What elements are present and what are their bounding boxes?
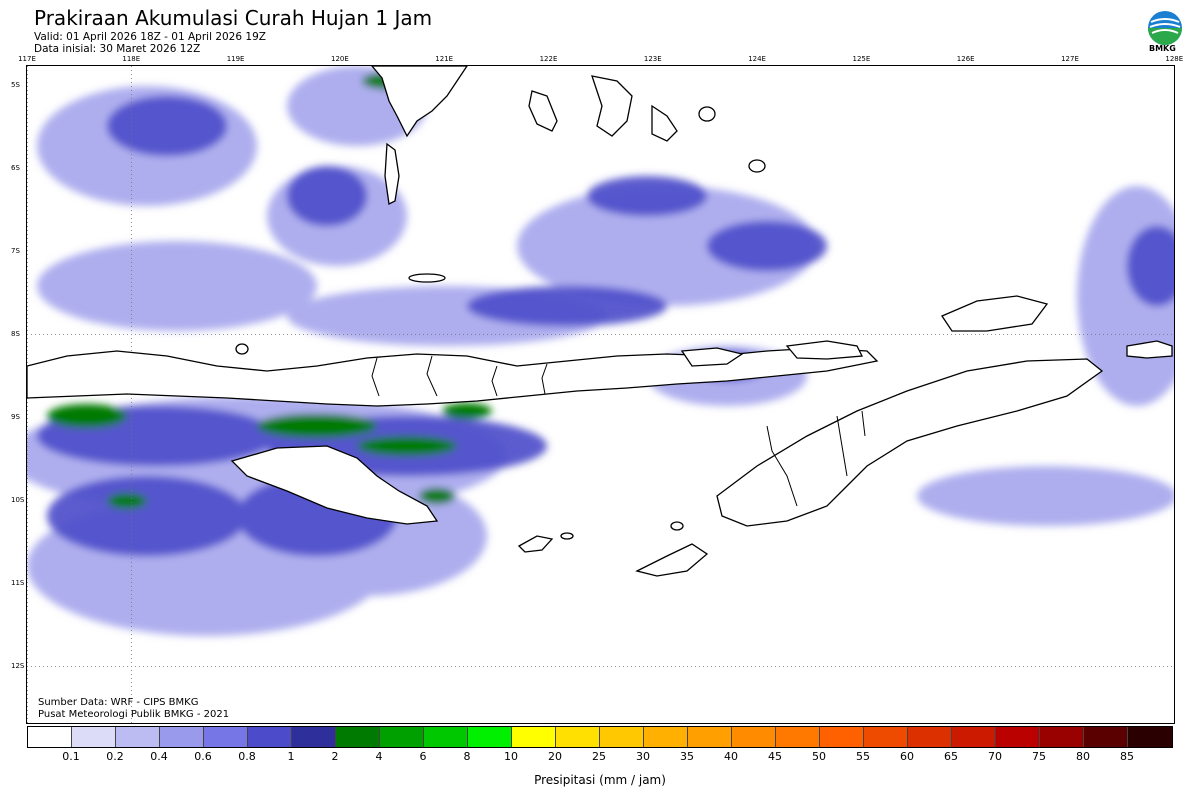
longitude-label: 120E bbox=[330, 55, 349, 63]
longitude-label: 127E bbox=[1061, 55, 1079, 63]
latitude-label: 12S bbox=[11, 662, 25, 670]
coastlines bbox=[27, 66, 1173, 577]
legend-color-cell bbox=[688, 727, 732, 747]
latitude-label: 8S bbox=[11, 330, 20, 338]
legend-color-cell bbox=[468, 727, 512, 747]
legend-color-cell bbox=[28, 727, 72, 747]
legend-color-cell bbox=[1040, 727, 1084, 747]
legend-tick-label: 1 bbox=[287, 750, 295, 763]
legend-tick-label: 20 bbox=[548, 750, 562, 763]
longitude-label: 117E bbox=[18, 55, 36, 63]
legend-color-cell bbox=[908, 727, 952, 747]
rainfall-map-canvas bbox=[27, 66, 1174, 723]
longitude-label: 119E bbox=[226, 55, 245, 63]
legend-color-cell bbox=[1084, 727, 1128, 747]
legend-color-cell bbox=[1128, 727, 1172, 747]
legend-color-cell bbox=[248, 727, 292, 747]
legend-tick-label: 0.8 bbox=[238, 750, 256, 763]
legend-color-cell bbox=[864, 727, 908, 747]
legend-color-cell bbox=[996, 727, 1040, 747]
legend-tick-label: 4 bbox=[375, 750, 383, 763]
legend-tick-label: 2 bbox=[331, 750, 339, 763]
valid-time: Valid: 01 April 2026 18Z - 01 April 2026… bbox=[34, 31, 266, 43]
legend-tick-label: 65 bbox=[944, 750, 958, 763]
latitude-label: 5S bbox=[11, 81, 20, 89]
legend-tick-label: 40 bbox=[724, 750, 738, 763]
boundaries bbox=[371, 355, 866, 507]
legend-tick-label: 55 bbox=[856, 750, 870, 763]
legend-color-cell bbox=[600, 727, 644, 747]
legend-color-cell bbox=[512, 727, 556, 747]
initial-data: Data inisial: 30 Maret 2026 12Z bbox=[34, 43, 201, 55]
legend-tick-label: 85 bbox=[1120, 750, 1134, 763]
latitude-label: 9S bbox=[11, 413, 20, 421]
legend-tick-label: 0.2 bbox=[106, 750, 124, 763]
legend-color-cell bbox=[424, 727, 468, 747]
legend-color-cell bbox=[116, 727, 160, 747]
legend-tick-label: 0.4 bbox=[150, 750, 168, 763]
legend-tick-label: 6 bbox=[419, 750, 427, 763]
legend-colorbar bbox=[27, 726, 1173, 748]
legend-tick-label: 10 bbox=[504, 750, 518, 763]
legend-tick-label: 45 bbox=[768, 750, 782, 763]
longitude-label: 123E bbox=[643, 55, 662, 63]
legend-tick-label: 80 bbox=[1076, 750, 1090, 763]
legend-tick-label: 0.6 bbox=[194, 750, 212, 763]
legend-color-cell bbox=[556, 727, 600, 747]
legend-tick-label: 50 bbox=[812, 750, 826, 763]
bmkg-logo-icon bbox=[1148, 11, 1182, 45]
legend-tick-label: 25 bbox=[592, 750, 606, 763]
latitude-label: 6S bbox=[11, 164, 20, 172]
legend-tick-label: 75 bbox=[1032, 750, 1046, 763]
legend-tick-label: 60 bbox=[900, 750, 914, 763]
longitude-label: 126E bbox=[956, 55, 975, 63]
legend-color-cell bbox=[732, 727, 776, 747]
legend-tick-label: 70 bbox=[988, 750, 1002, 763]
longitude-label: 118E bbox=[122, 55, 141, 63]
latitude-label: 7S bbox=[11, 247, 20, 255]
latitude-label: 11S bbox=[11, 579, 25, 587]
data-source: Sumber Data: WRF - CIPS BMKG bbox=[38, 697, 199, 708]
precipitation-layer bbox=[27, 66, 1174, 636]
latitude-label: 10S bbox=[11, 496, 25, 504]
legend-tick-label: 30 bbox=[636, 750, 650, 763]
legend-tick-label: 35 bbox=[680, 750, 694, 763]
longitude-label: 128E bbox=[1165, 55, 1184, 63]
legend-color-cell bbox=[292, 727, 336, 747]
longitude-label: 122E bbox=[539, 55, 558, 63]
rainfall-map[interactable] bbox=[26, 65, 1175, 724]
legend-color-cell bbox=[204, 727, 248, 747]
legend-color-cell bbox=[72, 727, 116, 747]
legend-tick-label: 0.1 bbox=[62, 750, 80, 763]
legend-color-cell bbox=[380, 727, 424, 747]
legend-tick-label: 8 bbox=[463, 750, 471, 763]
page-title: Prakiraan Akumulasi Curah Hujan 1 Jam bbox=[34, 6, 433, 30]
legend-color-cell bbox=[776, 727, 820, 747]
legend-color-cell bbox=[160, 727, 204, 747]
credit-line: Pusat Meteorologi Publik BMKG - 2021 bbox=[38, 709, 230, 720]
legend-color-cell bbox=[820, 727, 864, 747]
bmkg-logo-text: BMKG bbox=[1149, 44, 1176, 53]
legend-color-cell bbox=[952, 727, 996, 747]
legend-color-cell bbox=[644, 727, 688, 747]
longitude-label: 121E bbox=[435, 55, 454, 63]
legend-unit-label: Presipitasi (mm / jam) bbox=[534, 773, 666, 787]
longitude-label: 125E bbox=[852, 55, 871, 63]
legend-color-cell bbox=[336, 727, 380, 747]
longitude-label: 124E bbox=[748, 55, 766, 63]
